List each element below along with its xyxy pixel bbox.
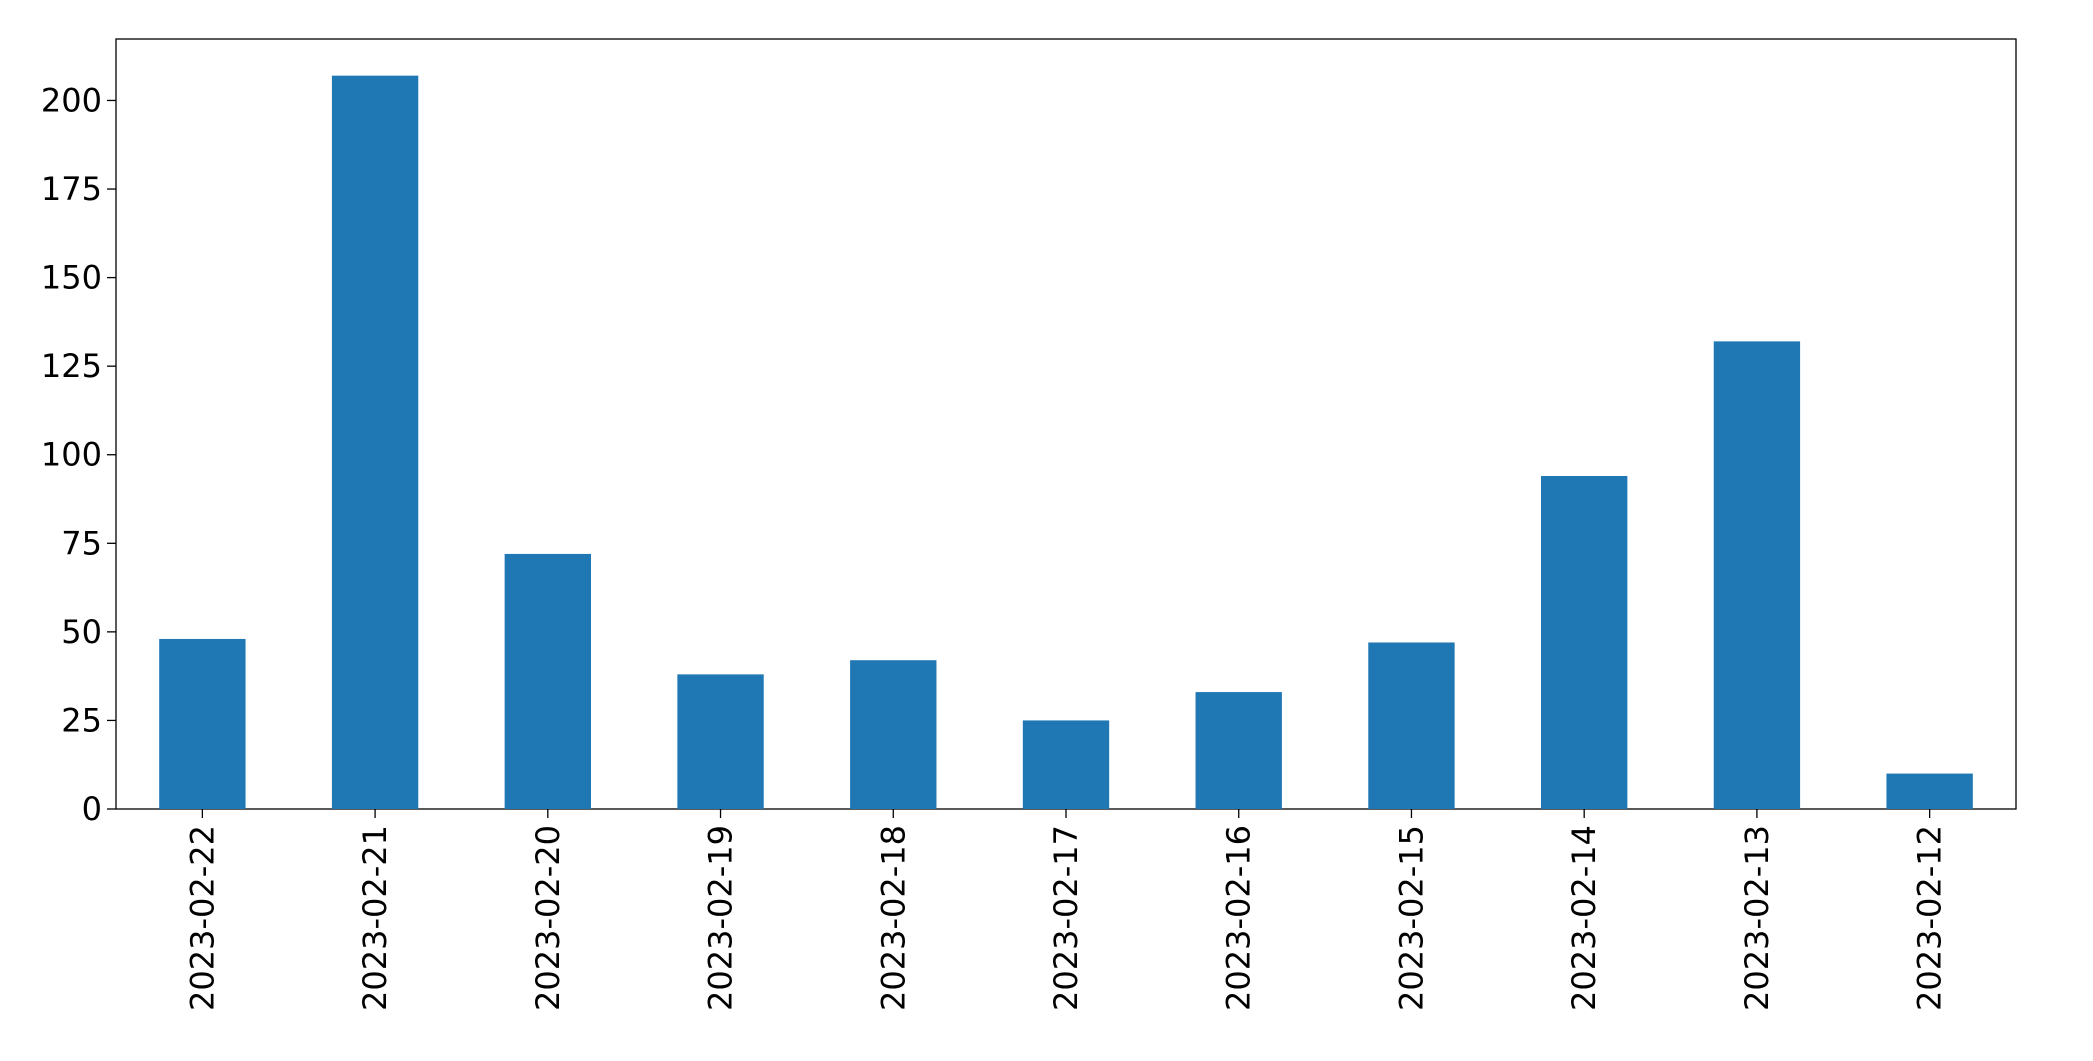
bar — [1713, 341, 1801, 809]
bar — [1541, 475, 1628, 809]
bar — [331, 75, 419, 809]
x-tick-label: 2023-02-19 — [702, 825, 740, 1011]
y-tick-label: 150 — [41, 259, 102, 297]
x-tick-label: 2023-02-12 — [1911, 825, 1949, 1011]
x-tick-label: 2023-02-22 — [183, 825, 221, 1011]
bar — [1195, 692, 1282, 809]
x-tick-label: 2023-02-20 — [529, 825, 567, 1011]
x-tick-label: 2023-02-17 — [1047, 825, 1085, 1011]
y-tick-label: 175 — [41, 170, 102, 208]
y-tick-label: 125 — [41, 347, 102, 385]
y-tick-label: 200 — [41, 81, 102, 119]
bar — [1368, 642, 1455, 809]
x-tick-label: 2023-02-16 — [1220, 825, 1258, 1011]
y-tick-label: 50 — [61, 613, 102, 651]
x-tick-label: 2023-02-18 — [874, 825, 912, 1011]
bar — [159, 638, 246, 809]
y-tick-label: 25 — [61, 701, 102, 739]
y-tick-label: 0 — [82, 790, 102, 828]
x-tick-label: 2023-02-13 — [1738, 825, 1776, 1011]
bar — [677, 674, 764, 809]
bar — [504, 553, 591, 809]
bar — [850, 660, 937, 809]
x-tick-label: 2023-02-14 — [1565, 825, 1603, 1011]
y-tick-label: 75 — [61, 524, 102, 562]
x-tick-label: 2023-02-15 — [1392, 825, 1430, 1011]
y-tick-label: 100 — [41, 436, 102, 474]
bar — [1886, 773, 1973, 809]
bar — [1022, 720, 1110, 809]
x-tick-label: 2023-02-21 — [356, 825, 394, 1011]
